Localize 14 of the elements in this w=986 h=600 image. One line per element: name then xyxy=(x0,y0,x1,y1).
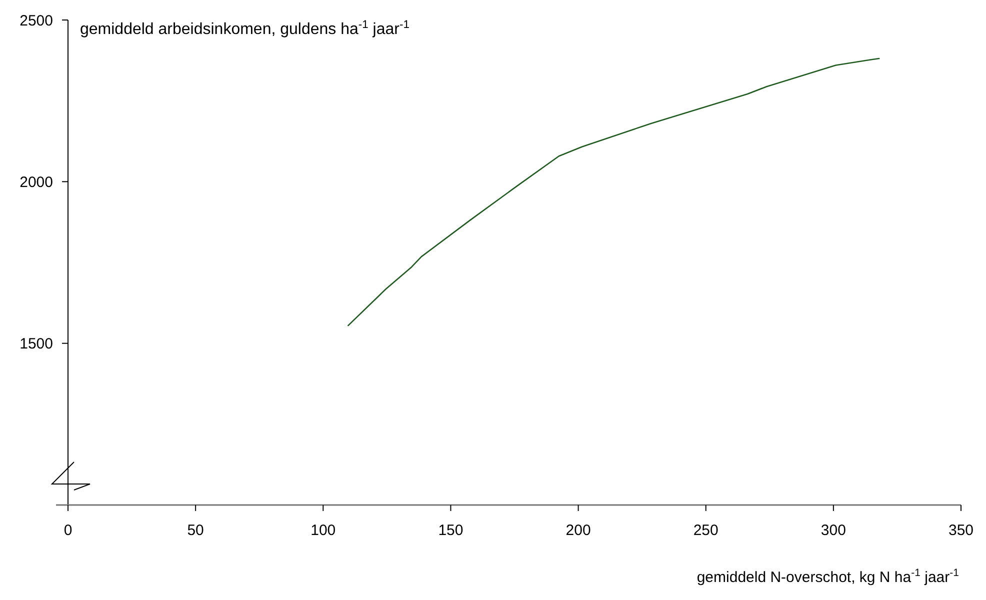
x-tick-label: 200 xyxy=(566,522,591,539)
y-tick-label: 1500 xyxy=(20,336,53,353)
x-tick-label: 150 xyxy=(438,522,464,539)
y-axis-title: gemiddeld arbeidsinkomen, guldens ha$^{-1}$ jaar$^{-1}$ xyxy=(80,19,410,38)
y-tick-label: 2500 xyxy=(20,12,53,30)
y-tick-label: 2000 xyxy=(20,174,53,191)
x-axis-title: gemiddeld N-overschot, kg N ha$^{-1}$ jaar$^{-1}$ xyxy=(696,567,960,586)
x-tick-label: 0 xyxy=(64,522,72,539)
x-tick-label: 100 xyxy=(310,522,336,539)
x-tick-label: 300 xyxy=(820,522,846,539)
x-tick-label: 350 xyxy=(948,522,974,539)
x-tick-label: 250 xyxy=(693,522,718,539)
x-tick-label: 50 xyxy=(187,522,204,539)
line-series xyxy=(347,58,880,326)
